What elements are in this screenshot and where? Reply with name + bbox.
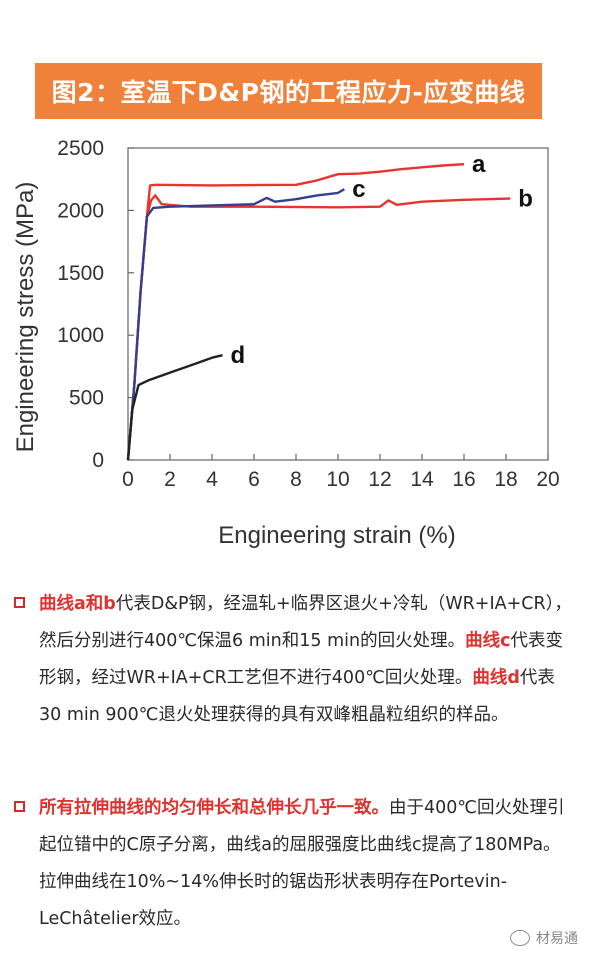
y-tick-label: 1000 — [57, 324, 104, 347]
x-axis-title: Engineering strain (%) — [218, 522, 455, 549]
highlight-text: 曲线a和b — [39, 594, 116, 614]
x-tick-label: 20 — [536, 468, 559, 491]
stress-strain-chart: 0 2 4 6 8 10 12 14 16 18 20 0 500 1000 1500 2000 2500 a b… — [12, 137, 560, 549]
watermark-text: 材易通 — [536, 931, 578, 947]
y-tick-label: 500 — [69, 387, 104, 410]
series-label-c: c — [352, 176, 365, 203]
series-label-a: a — [472, 151, 486, 178]
bullet-item-elongation: 所有拉伸曲线的均匀伸长和总伸长几乎一致。由于400℃回火处理引起位错中的C原子分… — [14, 790, 574, 938]
x-tick-label: 8 — [290, 468, 302, 491]
body-text: 代表变形钢，经过WR+IA+CR工艺但不进行400℃回火处理。 — [39, 631, 563, 688]
y-axis-title: Engineering stress (MPa) — [12, 182, 39, 453]
bullet-square-icon — [14, 597, 25, 608]
series-line-c — [126, 188, 345, 461]
watermark: 材易通 — [510, 928, 578, 948]
y-tick-label: 1500 — [57, 262, 104, 285]
body-text: 由于400℃回火处理引起位错中的C原子分离，曲线a的屈服强度比曲线c提高了180… — [39, 798, 565, 929]
series-line-b — [126, 194, 511, 461]
plot-area-frame — [127, 147, 549, 461]
x-tick-label: 16 — [452, 468, 475, 491]
y-tick-label: 2500 — [57, 137, 104, 160]
series-label-b: b — [518, 186, 533, 213]
x-tick-label: 0 — [122, 468, 134, 491]
body-text: 代表D&P钢，经温轧+临界区退火+冷轧（WR+IA+CR），然后分别进行400℃… — [39, 594, 572, 651]
series-line-d — [126, 354, 223, 461]
x-tick-label: 6 — [248, 468, 260, 491]
figure-title: 图2：室温下D&P钢的工程应力-应变曲线 — [51, 78, 526, 107]
highlight-text: 曲线c — [465, 631, 511, 651]
x-tick-label: 18 — [494, 468, 517, 491]
x-tick-label: 14 — [410, 468, 434, 491]
y-tick-label: 0 — [92, 449, 104, 472]
x-tick-label: 2 — [164, 468, 176, 491]
highlight-text: 所有拉伸曲线的均匀伸长和总伸长几乎一致。 — [39, 798, 389, 818]
bullet-square-icon — [14, 801, 25, 812]
x-tick-label: 4 — [206, 468, 218, 491]
bullet-text: 所有拉伸曲线的均匀伸长和总伸长几乎一致。由于400℃回火处理引起位错中的C原子分… — [39, 790, 574, 938]
x-tick-label: 12 — [368, 468, 391, 491]
x-tick-label: 10 — [326, 468, 349, 491]
bullet-text: 曲线a和b代表D&P钢，经温轧+临界区退火+冷轧（WR+IA+CR），然后分别进… — [39, 586, 574, 734]
series-line-a — [126, 163, 465, 461]
figure-title-banner: 图2：室温下D&P钢的工程应力-应变曲线 — [35, 63, 542, 119]
y-tick-label: 2000 — [57, 199, 104, 222]
series-label-d: d — [231, 342, 246, 369]
bullet-item-curves: 曲线a和b代表D&P钢，经温轧+临界区退火+冷轧（WR+IA+CR），然后分别进… — [14, 586, 574, 734]
wechat-icon — [510, 930, 530, 946]
highlight-text: 曲线d — [472, 668, 520, 688]
body-text: 代表30 min 900℃退火处理获得的具有双峰粗晶粒组织的样品。 — [39, 668, 555, 725]
